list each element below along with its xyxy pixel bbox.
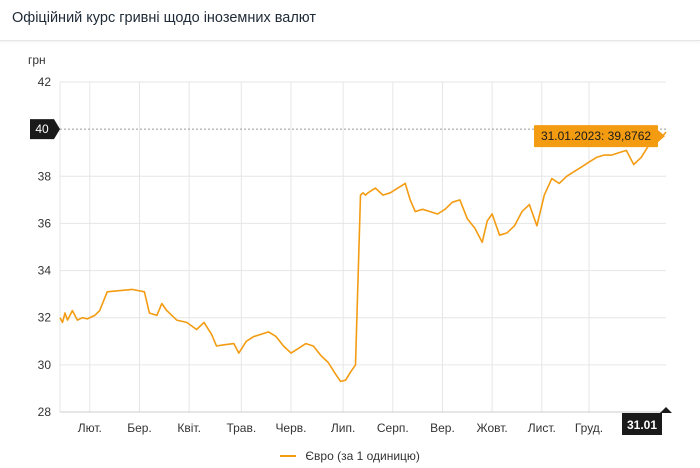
x-tick-label: Бер. <box>127 421 152 435</box>
x-tick-label: Вер. <box>430 421 455 435</box>
y-crosshair-value: 40 <box>35 122 49 136</box>
x-tick-label: Квіт. <box>177 421 201 435</box>
x-tick-label: Груд. <box>575 421 603 435</box>
y-tick-label: 28 <box>38 405 52 419</box>
x-crosshair-badge-arrow <box>660 407 672 413</box>
x-tick-label: Лист. <box>528 421 556 435</box>
legend-line-swatch <box>280 454 297 457</box>
y-tick-label: 34 <box>38 264 52 278</box>
y-axis-label: грн <box>28 53 46 67</box>
tooltip-box <box>534 125 658 148</box>
y-crosshair-badge <box>30 119 54 140</box>
x-tick-label: Трав. <box>226 421 256 435</box>
page-title: Офіційний курс гривні щодо іноземних вал… <box>12 10 317 26</box>
y-crosshair-badge-arrow <box>54 119 60 140</box>
x-tick-label: Жовт. <box>477 421 508 435</box>
y-tick-label: 32 <box>38 311 52 325</box>
y-tick-label: 38 <box>38 169 52 183</box>
y-tick-label: 36 <box>38 216 52 230</box>
tooltip-arrow <box>658 130 665 143</box>
legend-label: Євро (за 1 одиницю) <box>305 449 420 463</box>
x-tick-label: Черв. <box>275 421 306 435</box>
x-crosshair-value: 31.01 <box>627 418 657 432</box>
x-tick-label: Лют. <box>78 421 102 435</box>
y-tick-label: 42 <box>38 75 52 89</box>
x-tick-label: Лип. <box>331 421 355 435</box>
y-tick-label: 30 <box>38 358 52 372</box>
header-bar: Офіційний курс гривні щодо іноземних вал… <box>0 0 700 41</box>
chart-legend[interactable]: Євро (за 1 одиницю) <box>0 449 700 463</box>
series-line-euro <box>59 131 667 383</box>
tooltip-text: 31.01.2023: 39,8762 <box>541 129 651 143</box>
x-tick-label: Серп. <box>377 421 409 435</box>
x-crosshair-badge <box>622 413 662 435</box>
